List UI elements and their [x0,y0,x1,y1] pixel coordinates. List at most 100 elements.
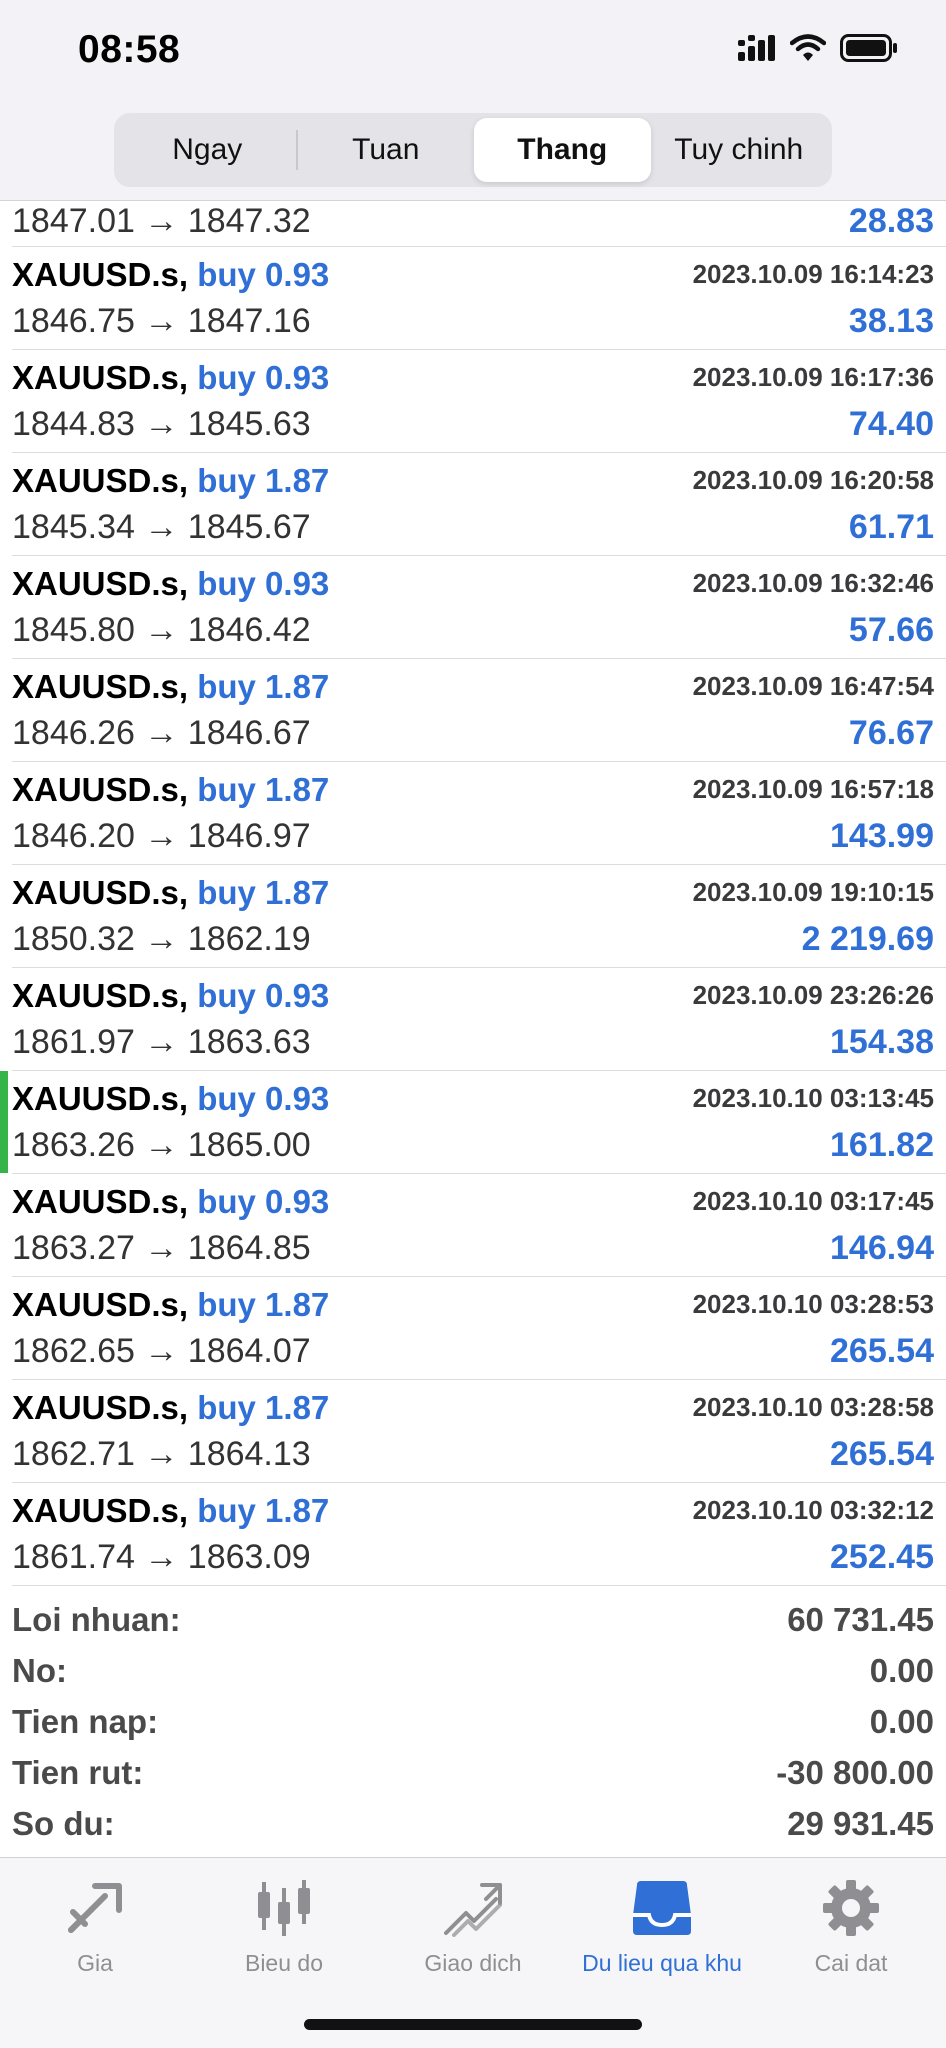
trade-time: 2023.10.09 19:10:15 [692,877,934,907]
trade-row[interactable]: XAUUSD.s, buy 1.87 2023.10.09 16:57:18 1… [12,762,946,865]
trade-title: XAUUSD.s, buy 1.87 [12,873,329,913]
trade-title: XAUUSD.s, buy 0.93 [12,255,329,295]
trade-title: XAUUSD.s, buy 1.87 [12,1491,329,1531]
trade-side: buy 1.87 [197,771,330,808]
tab-tuy-chinh[interactable]: Tuy chinh [674,133,804,166]
trade-time: 2023.10.09 16:57:18 [692,774,934,804]
trade-title: XAUUSD.s, buy 0.93 [12,1079,329,1119]
trade-row[interactable]: XAUUSD.s, buy 1.87 2023.10.10 03:28:53 1… [12,1277,946,1380]
trade-row[interactable]: XAUUSD.s, buy 0.93 2023.10.10 03:17:45 1… [12,1174,946,1277]
top-area: 08:58 [0,0,946,201]
trade-row[interactable]: XAUUSD.s, buy 0.93 2023.10.09 23:26:26 1… [12,968,946,1071]
trade-icon [378,1876,568,1940]
tab-label: Gia [77,1950,113,1976]
trade-title: XAUUSD.s, buy 0.93 [12,976,329,1016]
trade-side: buy 1.87 [197,1492,330,1529]
summary-value: -30 800.00 [776,1754,934,1791]
trade-profit: 74.40 [848,405,934,443]
trade-row[interactable]: XAUUSD.s, buy 1.87 2023.10.10 03:32:12 1… [12,1483,946,1586]
tab-cai-dat[interactable]: Cai dat [756,1876,946,1977]
trade-symbol: XAUUSD.s, [12,1286,189,1323]
tab-bieu-do[interactable]: Bieu do [189,1876,379,1977]
trade-symbol: XAUUSD.s, [12,771,189,808]
trade-row[interactable]: XAUUSD.s, buy 1.87 2023.10.09 16:47:54 1… [12,659,946,762]
trade-row-selected[interactable]: XAUUSD.s, buy 0.93 2023.10.10 03:13:45 1… [0,1071,946,1174]
trade-time: 2023.10.10 03:28:53 [692,1289,934,1319]
trade-time: 2023.10.09 23:26:26 [692,980,934,1010]
trade-prices: 1846.20 → 1846.97 [12,817,311,855]
trade-prices: 1861.74 → 1863.09 [12,1538,311,1576]
trade-row[interactable]: XAUUSD.s, buy 1.87 2023.10.10 03:28:58 1… [12,1380,946,1483]
trade-symbol: XAUUSD.s, [12,1080,189,1117]
trade-symbol: XAUUSD.s, [12,1389,189,1426]
trade-symbol: XAUUSD.s, [12,668,189,705]
status-icons [738,34,898,67]
trade-profit: 265.54 [830,1435,934,1473]
trade-side: buy 1.87 [197,668,330,705]
trade-prices: 1863.27 → 1864.85 [12,1229,311,1267]
trade-row[interactable]: XAUUSD.s, buy 0.93 2023.10.09 16:32:46 1… [12,556,946,659]
tab-label: Du lieu qua khu [582,1950,742,1976]
trade-title: XAUUSD.s, buy 1.87 [12,461,329,501]
trade-symbol: XAUUSD.s, [12,874,189,911]
segment-divider [295,130,298,170]
tab-gia[interactable]: Gia [0,1876,190,1977]
trade-row[interactable]: XAUUSD.s, buy 1.87 2023.10.09 19:10:15 1… [12,865,946,968]
summary-value: 60 731.45 [787,1601,934,1638]
trade-profit: 265.54 [830,1332,934,1370]
trade-side: buy 1.87 [197,1389,330,1426]
history-icon [567,1876,757,1940]
trade-row[interactable]: XAUUSD.s, buy 0.93 2023.10.09 16:17:36 1… [12,350,946,453]
tab-thang[interactable]: Thang [474,118,651,182]
trade-symbol: XAUUSD.s, [12,565,189,602]
summary-deposit: Tien nap: 0.00 [0,1699,946,1750]
summary-value: 0.00 [869,1703,934,1740]
trade-side: buy 0.93 [197,256,330,293]
quotes-icon [0,1876,190,1940]
trade-prices: 1850.32 → 1862.19 [12,920,311,958]
trade-profit: 161.82 [830,1126,934,1164]
tab-giao-dich[interactable]: Giao dich [378,1876,568,1977]
trade-side: buy 1.87 [197,874,330,911]
summary-credit: No: 0.00 [0,1648,946,1699]
trade-profit: 61.71 [848,508,934,546]
trade-title: XAUUSD.s, buy 0.93 [12,1182,329,1222]
trade-prices: 1862.65 → 1864.07 [12,1332,311,1370]
trade-row[interactable]: XAUUSD.s, buy 0.93 2023.10.09 16:14:23 1… [12,247,946,350]
summary-value: 29 931.45 [787,1805,934,1842]
trade-profit: 143.99 [830,817,934,855]
trade-time: 2023.10.09 16:14:23 [692,259,934,289]
trade-side: buy 0.93 [197,977,330,1014]
trade-profit: 146.94 [830,1229,934,1267]
trade-time: 2023.10.09 16:32:46 [692,568,934,598]
trade-history-list: 1847.01 → 1847.32 28.83 XAUUSD.s, buy 0.… [0,201,946,1586]
trade-profit: 28.83 [848,202,934,240]
cellular-icon [738,35,776,66]
trade-title: XAUUSD.s, buy 1.87 [12,1285,329,1325]
tab-tuan[interactable]: Tuan [352,133,420,166]
summary-balance: So du: 29 931.45 [0,1801,946,1852]
trade-time: 2023.10.09 16:20:58 [692,465,934,495]
trade-row[interactable]: XAUUSD.s, buy 1.87 2023.10.09 16:20:58 1… [12,453,946,556]
trade-title: XAUUSD.s, buy 0.93 [12,358,329,398]
summary-label: No: [12,1652,67,1689]
trade-prices: 1861.97 → 1863.63 [12,1023,311,1061]
trade-side: buy 1.87 [197,1286,330,1323]
trade-row-partial[interactable]: 1847.01 → 1847.32 28.83 [12,201,946,247]
tab-ngay[interactable]: Ngay [172,133,243,166]
battery-icon [840,34,898,67]
trade-profit: 154.38 [830,1023,934,1061]
summary-label: Tien rut: [12,1754,144,1791]
tab-label: Giao dich [424,1950,522,1976]
trade-prices: 1862.71 → 1864.13 [12,1435,311,1473]
trade-profit: 252.45 [830,1538,934,1576]
status-time: 08:58 [78,28,181,71]
tab-du-lieu-qua-khu[interactable]: Du lieu qua khu [567,1876,757,1977]
home-indicator[interactable] [304,2019,642,2030]
trade-symbol: XAUUSD.s, [12,256,189,293]
trade-prices: 1847.01 → 1847.32 [12,202,311,240]
settings-icon [756,1876,946,1940]
trade-side: buy 0.93 [197,359,330,396]
summary-label: So du: [12,1805,115,1842]
account-summary: Loi nhuan: 60 731.45 No: 0.00 Tien nap: … [0,1597,946,1852]
